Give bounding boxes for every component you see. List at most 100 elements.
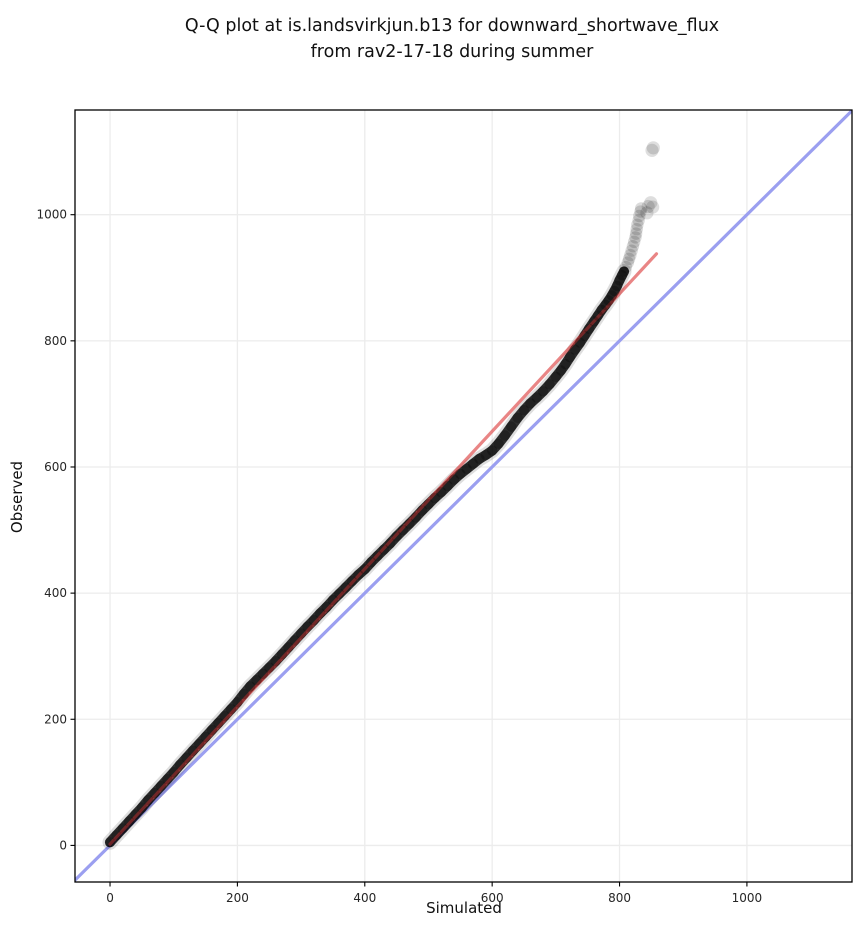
qq-point (493, 438, 504, 449)
qq-point (155, 780, 167, 792)
tail-point (634, 202, 648, 215)
qq-point (225, 703, 237, 715)
outlier-point (640, 206, 654, 220)
qq-point (181, 752, 192, 763)
qq-point (104, 837, 116, 848)
qq-point (404, 518, 415, 529)
qq-point (340, 582, 351, 593)
qq-point (416, 505, 428, 516)
tail-point (630, 223, 643, 236)
qq-point (359, 563, 370, 575)
plot-content (75, 110, 852, 882)
qq-point (600, 299, 611, 311)
x-tick-label: 0 (106, 891, 114, 905)
qq-point (232, 697, 243, 708)
qq-point (429, 492, 441, 504)
qq-point (467, 458, 479, 470)
qq-point (264, 662, 275, 673)
qq-point (353, 569, 364, 581)
qq-point (544, 379, 555, 390)
qq-point (564, 352, 576, 363)
tail-point (632, 214, 645, 227)
y-tick-label: 800 (44, 334, 67, 348)
qq-point (143, 794, 154, 806)
qq-point (200, 731, 211, 743)
qq-point (391, 531, 402, 542)
qq-point (136, 802, 148, 813)
qq-point (537, 386, 549, 397)
qq-point (289, 635, 300, 646)
qq-point (616, 270, 628, 281)
tail-point (626, 240, 640, 253)
qq-point (334, 588, 345, 599)
qq-point (603, 295, 614, 306)
qq-point (606, 290, 618, 301)
outlier-point (646, 141, 660, 155)
qq-point (423, 498, 434, 510)
qq-point (257, 668, 269, 680)
qq-point (308, 615, 320, 626)
qq-point (569, 344, 581, 355)
tail-point (629, 231, 642, 244)
qq-point (506, 421, 517, 432)
qq-point (219, 710, 230, 722)
qq-point (187, 745, 199, 757)
qq-point (448, 474, 460, 485)
qq-point (321, 601, 332, 613)
qq-point (609, 285, 620, 297)
y-axis-label: Observed (8, 460, 26, 534)
qq-point (550, 371, 562, 382)
tail-point (634, 205, 647, 218)
qq-point (583, 323, 595, 335)
tail-point (629, 227, 643, 240)
qq-point (251, 674, 262, 686)
qq-point (397, 524, 409, 536)
tail-point (625, 244, 638, 257)
qq-point (213, 717, 224, 729)
qq-point (525, 398, 536, 409)
tail-point (622, 252, 636, 266)
qq-point (346, 575, 358, 587)
qq-point (574, 337, 586, 348)
qq-point (244, 681, 256, 692)
qq-point (442, 480, 453, 492)
tail-point (633, 209, 646, 223)
qq-point (618, 266, 630, 277)
qq-point (130, 809, 141, 820)
qq-point (276, 649, 288, 660)
qq-point (168, 767, 179, 778)
axis-spine (74, 109, 853, 883)
y-tick-label: 600 (44, 460, 67, 474)
qq-point (518, 405, 530, 416)
qq-point (592, 310, 604, 321)
tail-point (619, 260, 633, 274)
qq-point (385, 538, 396, 549)
qq-point (315, 608, 326, 619)
qq-point (193, 738, 205, 750)
qq-point (372, 550, 383, 562)
qq-point (174, 759, 186, 770)
qq-point (436, 487, 447, 498)
tail-point (631, 218, 644, 231)
qq-point (596, 304, 607, 316)
qq-point (283, 642, 294, 653)
qq-point (531, 392, 542, 403)
outlier-point (645, 143, 659, 157)
qq-point (499, 430, 511, 441)
qq-point (486, 445, 498, 456)
qq-point (149, 787, 160, 799)
qq-point (295, 628, 307, 639)
qq-point (410, 512, 421, 523)
y-tick-label: 200 (44, 712, 67, 726)
qq-point (611, 280, 623, 292)
y-tick-label: 1000 (36, 208, 67, 222)
qq-point (270, 656, 281, 667)
y-tick-label: 0 (59, 838, 67, 852)
x-tick-label: 400 (353, 891, 376, 905)
x-tick-label: 600 (481, 891, 504, 905)
qq-point (123, 816, 135, 827)
tail-point (624, 248, 637, 262)
qq-point (455, 468, 466, 480)
